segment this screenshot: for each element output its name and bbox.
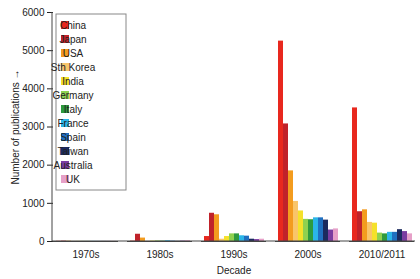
svg-text:Italy: Italy	[64, 104, 82, 115]
svg-text:6000: 6000	[22, 7, 45, 18]
svg-text:3000: 3000	[22, 121, 45, 132]
svg-text:Taiwan: Taiwan	[57, 146, 88, 157]
svg-text:China: China	[60, 20, 87, 31]
svg-text:India: India	[62, 76, 84, 87]
svg-text:Number of publications →: Number of publications →	[10, 69, 21, 184]
svg-text:France: France	[57, 118, 89, 129]
svg-text:2010/2011: 2010/2011	[359, 249, 406, 260]
svg-text:4000: 4000	[22, 83, 45, 94]
svg-text:2000: 2000	[22, 159, 45, 170]
svg-text:1990s: 1990s	[220, 249, 247, 260]
svg-text:0: 0	[39, 236, 45, 247]
svg-text:5000: 5000	[22, 45, 45, 56]
svg-text:Australia: Australia	[54, 160, 93, 171]
svg-text:2000s: 2000s	[294, 249, 321, 260]
svg-text:UK: UK	[66, 174, 80, 185]
svg-text:Germany: Germany	[52, 90, 93, 101]
svg-text:Spain: Spain	[60, 132, 86, 143]
svg-text:Decade: Decade	[217, 265, 252, 276]
svg-text:Sth Korea: Sth Korea	[51, 62, 96, 73]
svg-text:1980s: 1980s	[146, 249, 173, 260]
svg-text:Japan: Japan	[59, 34, 86, 45]
svg-text:USA: USA	[63, 48, 84, 59]
svg-text:1000: 1000	[22, 198, 45, 209]
svg-text:1970s: 1970s	[72, 249, 99, 260]
